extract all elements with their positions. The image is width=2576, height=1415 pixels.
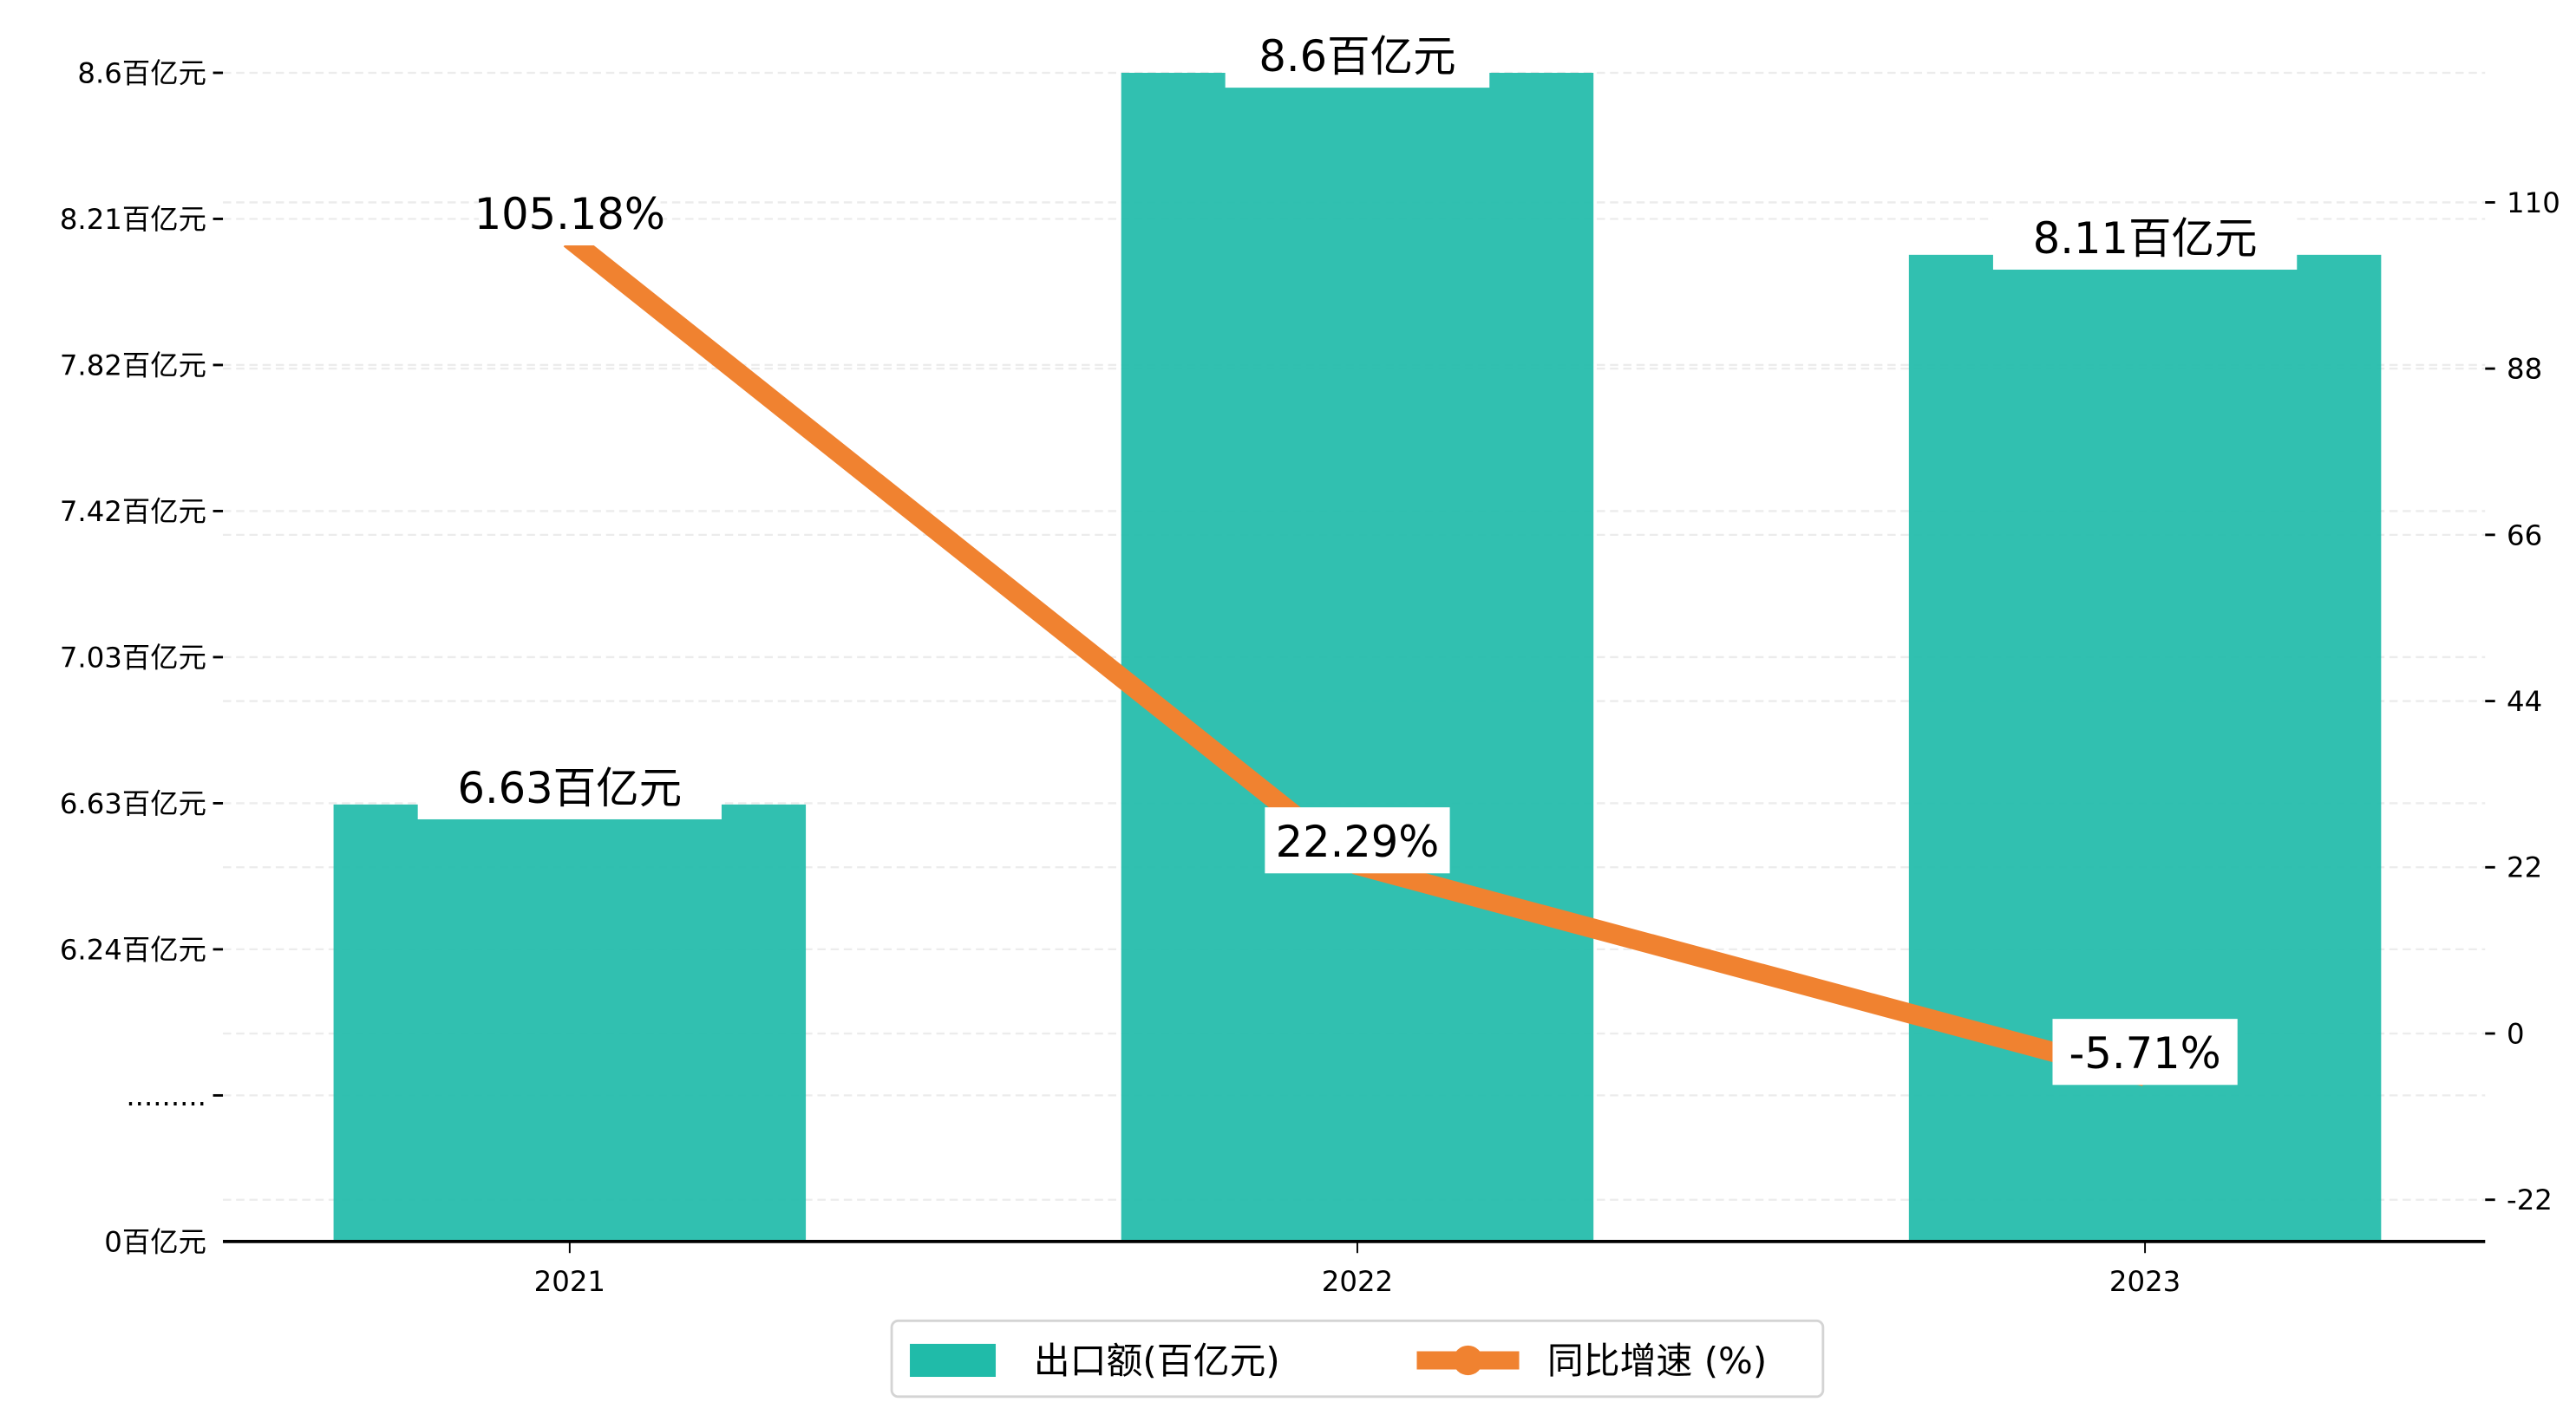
right-tick-label: 88 <box>2507 353 2542 386</box>
legend: 出口额(百亿元) 同比增速 (%) <box>890 1319 1825 1399</box>
bar-value-label-bg <box>1225 21 1490 88</box>
bar-value-label: 8.6百亿元 <box>1259 31 1455 82</box>
legend-label-growth: 同比增速 (%) <box>1547 1340 1767 1382</box>
growth-value-label-bg <box>479 179 661 246</box>
right-tick-label: 44 <box>2507 685 2542 718</box>
bar-2022 <box>1121 72 1594 1242</box>
growth-value-label: 22.29% <box>1276 817 1440 867</box>
left-tick-label: 8.21百亿元 <box>60 203 206 236</box>
left-tick-label: 7.42百亿元 <box>60 495 206 528</box>
data-labels: 6.63百亿元 8.6百亿元 8.11百亿元 105.18% 22.29% -5.71% <box>417 21 2298 1086</box>
legend-box <box>890 1319 1825 1399</box>
legend-marker-icon <box>1453 1345 1483 1376</box>
right-tick-label: 110 <box>2507 186 2560 219</box>
x-tick-label: 2021 <box>534 1265 605 1298</box>
bar-2021 <box>333 804 807 1242</box>
left-tick-label: 8.6百亿元 <box>77 56 206 89</box>
growth-value-label-bg <box>2052 1019 2238 1086</box>
axes: 0百亿元......... 6.24百亿元 6.63百亿元 7.03百亿元 7.42百亿… <box>60 56 2560 1298</box>
right-tick-label: 66 <box>2507 518 2542 551</box>
legend-label-export: 出口额(百亿元) <box>1034 1340 1280 1382</box>
growth-value-label: -5.71% <box>2069 1028 2221 1079</box>
legend-bar-swatch <box>910 1343 997 1378</box>
bar-value-label: 8.11百亿元 <box>2033 213 2258 264</box>
bar-value-label-bg <box>1992 203 2298 271</box>
left-tick-label: 6.24百亿元 <box>60 933 206 966</box>
right-tick-label: -22 <box>2507 1184 2553 1216</box>
x-tick-label: 2022 <box>1322 1265 1393 1298</box>
left-tick-label: 0百亿元 <box>104 1225 206 1258</box>
right-tick-label: 22 <box>2507 851 2542 884</box>
right-tick-label: 0 <box>2507 1017 2525 1050</box>
x-tick-label: 2023 <box>2109 1265 2180 1298</box>
left-tick-label: ......... <box>126 1079 206 1112</box>
left-tick-label: 7.82百亿元 <box>60 349 206 381</box>
bar-value-label: 6.63百亿元 <box>457 763 682 813</box>
growth-value-label: 105.18% <box>474 189 665 239</box>
left-tick-label: 6.63百亿元 <box>60 787 206 820</box>
bar-value-label-bg <box>417 753 722 819</box>
left-tick-label: 7.03百亿元 <box>60 641 206 674</box>
growth-value-label-bg <box>1265 807 1450 874</box>
bar-2023 <box>1908 254 2382 1242</box>
